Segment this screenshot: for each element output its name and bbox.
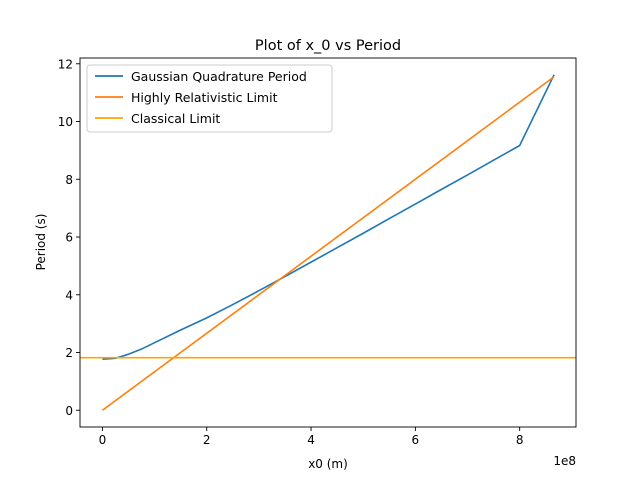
legend: Gaussian Quadrature Period Highly Relati… (86, 64, 333, 133)
y-axis-ticks: 0 2 4 6 8 10 12 (58, 57, 80, 418)
legend-label-relativistic: Highly Relativistic Limit (131, 90, 278, 105)
y-tick-label: 0 (65, 404, 73, 418)
x-tick-label: 6 (412, 433, 420, 447)
axes-frame (79, 57, 577, 428)
y-tick-label: 4 (65, 288, 73, 302)
x-axis-ticks: 0 2 4 6 8 (99, 427, 524, 447)
series-line-gaussian (102, 74, 555, 360)
y-tick-label: 12 (58, 57, 73, 71)
y-tick-label: 2 (65, 346, 73, 360)
y-tick-label: 10 (58, 115, 73, 129)
x-axis-offset-text: 1e8 (553, 454, 576, 468)
legend-label-classical: Classical Limit (131, 111, 220, 126)
y-tick-label: 6 (65, 231, 73, 245)
plot-lines (80, 74, 576, 411)
legend-box (86, 64, 333, 133)
legend-label-gaussian: Gaussian Quadrature Period (131, 69, 307, 84)
y-axis-label: Period (s) (34, 214, 48, 271)
chart-title: Plot of x_0 vs Period (255, 38, 401, 54)
series-line-relativistic (101, 76, 555, 411)
x-tick-label: 8 (516, 433, 524, 447)
y-tick-label: 8 (65, 173, 73, 187)
x-tick-label: 0 (99, 433, 107, 447)
x-tick-label: 4 (307, 433, 315, 447)
x-axis-label: x0 (m) (308, 457, 348, 471)
x-tick-label: 2 (203, 433, 211, 447)
